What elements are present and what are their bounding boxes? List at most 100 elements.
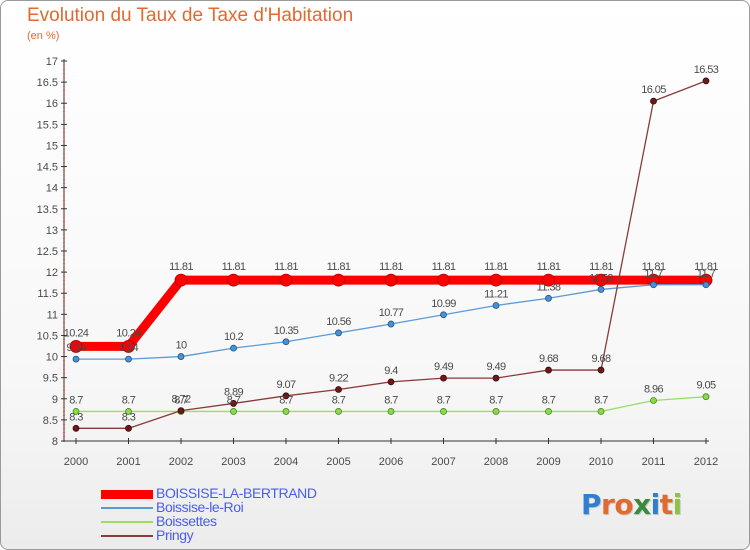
y-minor-tick (63, 338, 65, 341)
data-point (230, 400, 237, 407)
y-minor-tick (63, 199, 65, 202)
x-tick-label: 2009 (536, 456, 560, 468)
y-minor-tick (63, 326, 65, 328)
data-point (282, 392, 290, 400)
logo-letter: i (650, 488, 661, 521)
data-point (597, 286, 605, 293)
data-label: 11.7 (644, 268, 663, 280)
data-point (492, 408, 500, 415)
data-point (597, 366, 605, 374)
data-label: 9.94 (66, 342, 85, 354)
data-point (335, 329, 342, 337)
y-minor-tick (63, 220, 65, 223)
data-point (125, 408, 132, 415)
y-tick-label: 17 (46, 56, 58, 68)
data-point (279, 273, 293, 287)
data-point (440, 408, 447, 415)
data-label: 9.07 (276, 379, 295, 391)
y-minor-tick (63, 68, 65, 71)
data-point (332, 273, 345, 287)
x-tick-label: 2002 (169, 456, 193, 468)
data-point (650, 397, 657, 404)
y-minor-tick (63, 182, 65, 185)
data-label: 11.81 (432, 261, 456, 273)
data-point (650, 281, 657, 289)
axes: 8 8.5 9 9.5 10 10.5 11 11.5 12 12.5 13 13.5 14 14.5 15… (37, 56, 719, 468)
data-point (335, 386, 342, 393)
x-tick-label: 2012 (694, 456, 718, 468)
data-label: 9.68 (539, 353, 558, 365)
y-minor-tick (63, 258, 65, 261)
y-minor-tick (63, 309, 65, 312)
y-minor-tick (63, 288, 65, 290)
x-tick-label: 2005 (326, 456, 350, 468)
y-minor-tick (63, 431, 65, 434)
y-tick-label: 13.5 (37, 204, 58, 216)
y-minor-tick (63, 266, 65, 269)
data-label: 8.7 (69, 394, 83, 406)
data-label: 8.7 (122, 394, 136, 406)
data-label: 8.7 (594, 394, 608, 406)
y-minor-tick (63, 169, 65, 172)
y-tick-label: 12.5 (37, 246, 58, 258)
y-tick-label: 8.5 (43, 415, 58, 427)
y-minor-tick (63, 304, 65, 307)
data-label: 11.7 (697, 268, 716, 280)
y-minor-tick (63, 224, 65, 227)
data-label: 8.7 (489, 394, 503, 406)
data-label: 8.7 (227, 394, 241, 406)
data-label: 10.99 (431, 298, 456, 310)
y-axis-unit: (en %) (27, 30, 60, 42)
y-minor-tick (63, 212, 65, 214)
y-minor-tick (63, 330, 65, 333)
data-label: 8.7 (437, 394, 451, 406)
data-label: 8.89 (224, 386, 243, 398)
x-tick-label: 2007 (431, 456, 455, 468)
data-label: 10.2 (224, 331, 243, 343)
y-minor-tick (63, 114, 65, 117)
data-point (230, 344, 237, 352)
y-minor-tick (63, 119, 65, 122)
data-point (492, 302, 500, 309)
logo-letter: i (672, 488, 683, 521)
y-minor-tick (63, 195, 65, 198)
y-tick-label: 14.5 (37, 162, 58, 174)
y-tick-label: 14 (46, 183, 58, 195)
y-minor-tick (63, 127, 65, 130)
y-minor-tick (63, 93, 65, 96)
logo-letter: o (614, 488, 634, 521)
legend-swatch (101, 507, 153, 509)
legend-label: Boissettes (156, 513, 217, 529)
data-label: 8.7 (174, 394, 188, 406)
data-label: 8.96 (644, 383, 663, 395)
data-point (177, 353, 185, 360)
y-minor-tick (63, 76, 65, 79)
y-minor-tick (63, 402, 65, 404)
y-tick-label: 9.5 (43, 373, 58, 385)
data-label: 11.81 (642, 261, 666, 273)
data-label: 8.7 (332, 394, 346, 406)
y-minor-tick (63, 110, 65, 113)
data-point (545, 294, 552, 302)
y-minor-tick (63, 157, 65, 160)
data-label: 9.05 (696, 380, 715, 392)
data-point (72, 408, 80, 415)
y-minor-tick (63, 174, 65, 176)
legend-swatch (101, 535, 153, 537)
series-1 (72, 281, 710, 363)
y-minor-tick (63, 98, 65, 100)
x-tick-label: 2004 (274, 456, 298, 468)
y-minor-tick (63, 364, 65, 366)
data-label: 8.7 (384, 394, 398, 406)
y-tick-label: 8 (52, 436, 58, 448)
y-tick-label: 15.5 (37, 119, 58, 131)
y-minor-tick (63, 190, 65, 193)
data-point (125, 424, 132, 432)
data-point (335, 408, 342, 415)
data-label: 8.7 (542, 394, 556, 406)
y-minor-tick (63, 148, 65, 151)
logo-letter: P (581, 488, 602, 521)
data-point (69, 340, 83, 353)
y-minor-tick (63, 241, 65, 244)
y-minor-tick (63, 85, 65, 88)
